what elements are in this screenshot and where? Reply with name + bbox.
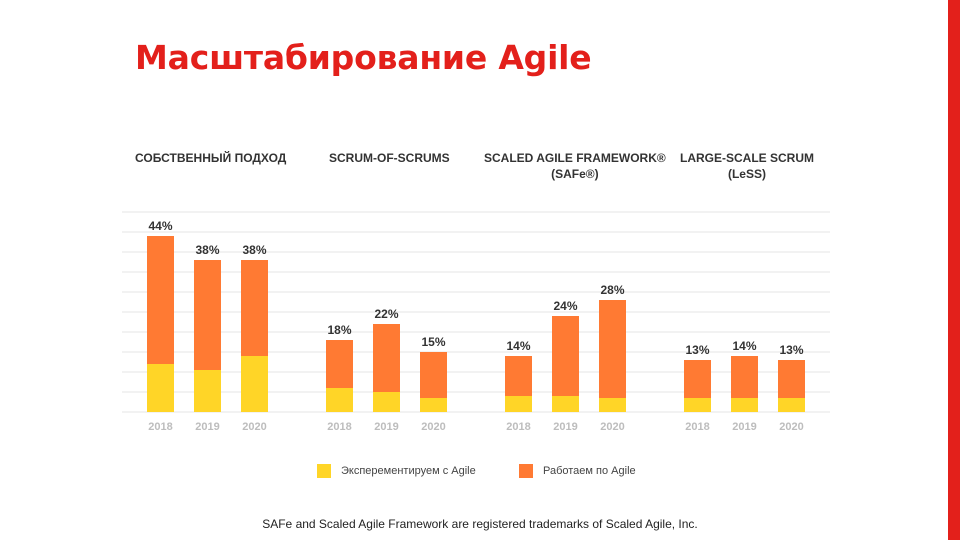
group-title-safe: SCALED AGILE FRAMEWORK® (SAFe®) <box>484 150 666 182</box>
x-tick-label: 2018 <box>506 421 530 433</box>
slide-title: Масштабирование Agile <box>135 38 592 77</box>
bar-working <box>505 356 532 396</box>
trademark-footnote: SAFe and Scaled Agile Framework are regi… <box>262 517 698 531</box>
bar-value-label: 14% <box>732 339 756 353</box>
bar-value-label: 13% <box>779 343 803 357</box>
bar-working <box>326 340 353 388</box>
x-tick-label: 2019 <box>374 421 398 433</box>
group-title-scrum-of-scrums: SCRUM-OF-SCRUMS <box>329 150 450 166</box>
group-title-less: LARGE-SCALE SCRUM (LeSS) <box>680 150 814 182</box>
group-title-line: (LeSS) <box>727 167 766 181</box>
group-title-own-approach: СОБСТВЕННЫЙ ПОДХОД <box>135 150 286 166</box>
bar-experimenting <box>194 370 221 412</box>
bar-experimenting <box>326 388 353 412</box>
bar-value-label: 15% <box>421 335 445 349</box>
bar-working <box>731 356 758 398</box>
x-tick-label: 2019 <box>732 421 756 433</box>
group-title-line: СОБСТВЕННЫЙ ПОДХОД <box>135 151 287 165</box>
x-tick-label: 2019 <box>553 421 577 433</box>
bar-experimenting <box>147 364 174 412</box>
x-tick-label: 2018 <box>148 421 172 433</box>
bar-value-label: 18% <box>327 323 351 337</box>
x-tick-label: 2020 <box>600 421 624 433</box>
bar-experimenting <box>505 396 532 412</box>
bar-experimenting <box>420 398 447 412</box>
group-title-line: LARGE-SCALE SCRUM <box>680 151 814 165</box>
legend-item-experimenting: Эксперементируем с Agile <box>317 464 476 478</box>
bar-working <box>147 236 174 364</box>
bar-value-label: 28% <box>600 283 624 297</box>
bar-value-label: 22% <box>374 307 398 321</box>
bar-working <box>194 260 221 370</box>
group-title-line: (SAFe®) <box>551 167 599 181</box>
x-tick-label: 2018 <box>685 421 709 433</box>
x-tick-label: 2020 <box>421 421 445 433</box>
bar-working <box>241 260 268 356</box>
bar-experimenting <box>241 356 268 412</box>
bar-value-label: 38% <box>195 243 219 257</box>
bar-value-label: 13% <box>685 343 709 357</box>
group-title-line: SCALED AGILE FRAMEWORK® <box>484 151 666 165</box>
bar-value-label: 38% <box>242 243 266 257</box>
bar-experimenting <box>552 396 579 412</box>
bar-experimenting <box>684 398 711 412</box>
bar-experimenting <box>778 398 805 412</box>
accent-bar <box>948 0 960 540</box>
legend-label-working: Работаем по Agile <box>543 465 636 477</box>
bar-working <box>373 324 400 392</box>
bar-working <box>420 352 447 398</box>
x-tick-label: 2018 <box>327 421 351 433</box>
bar-experimenting <box>599 398 626 412</box>
bar-working <box>684 360 711 398</box>
x-tick-label: 2020 <box>779 421 803 433</box>
bar-working <box>552 316 579 396</box>
legend-swatch-experimenting <box>317 464 331 478</box>
x-tick-label: 2019 <box>195 421 219 433</box>
bar-experimenting <box>373 392 400 412</box>
bar-value-label: 14% <box>506 339 530 353</box>
bar-value-label: 44% <box>148 219 172 233</box>
bar-working <box>599 300 626 398</box>
bar-experimenting <box>731 398 758 412</box>
x-tick-label: 2020 <box>242 421 266 433</box>
legend-label-experimenting: Эксперементируем с Agile <box>341 465 476 477</box>
bar-value-label: 24% <box>553 299 577 313</box>
bar-working <box>778 360 805 398</box>
legend-swatch-working <box>519 464 533 478</box>
legend-item-working: Работаем по Agile <box>519 464 636 478</box>
group-title-line: SCRUM-OF-SCRUMS <box>329 151 450 165</box>
